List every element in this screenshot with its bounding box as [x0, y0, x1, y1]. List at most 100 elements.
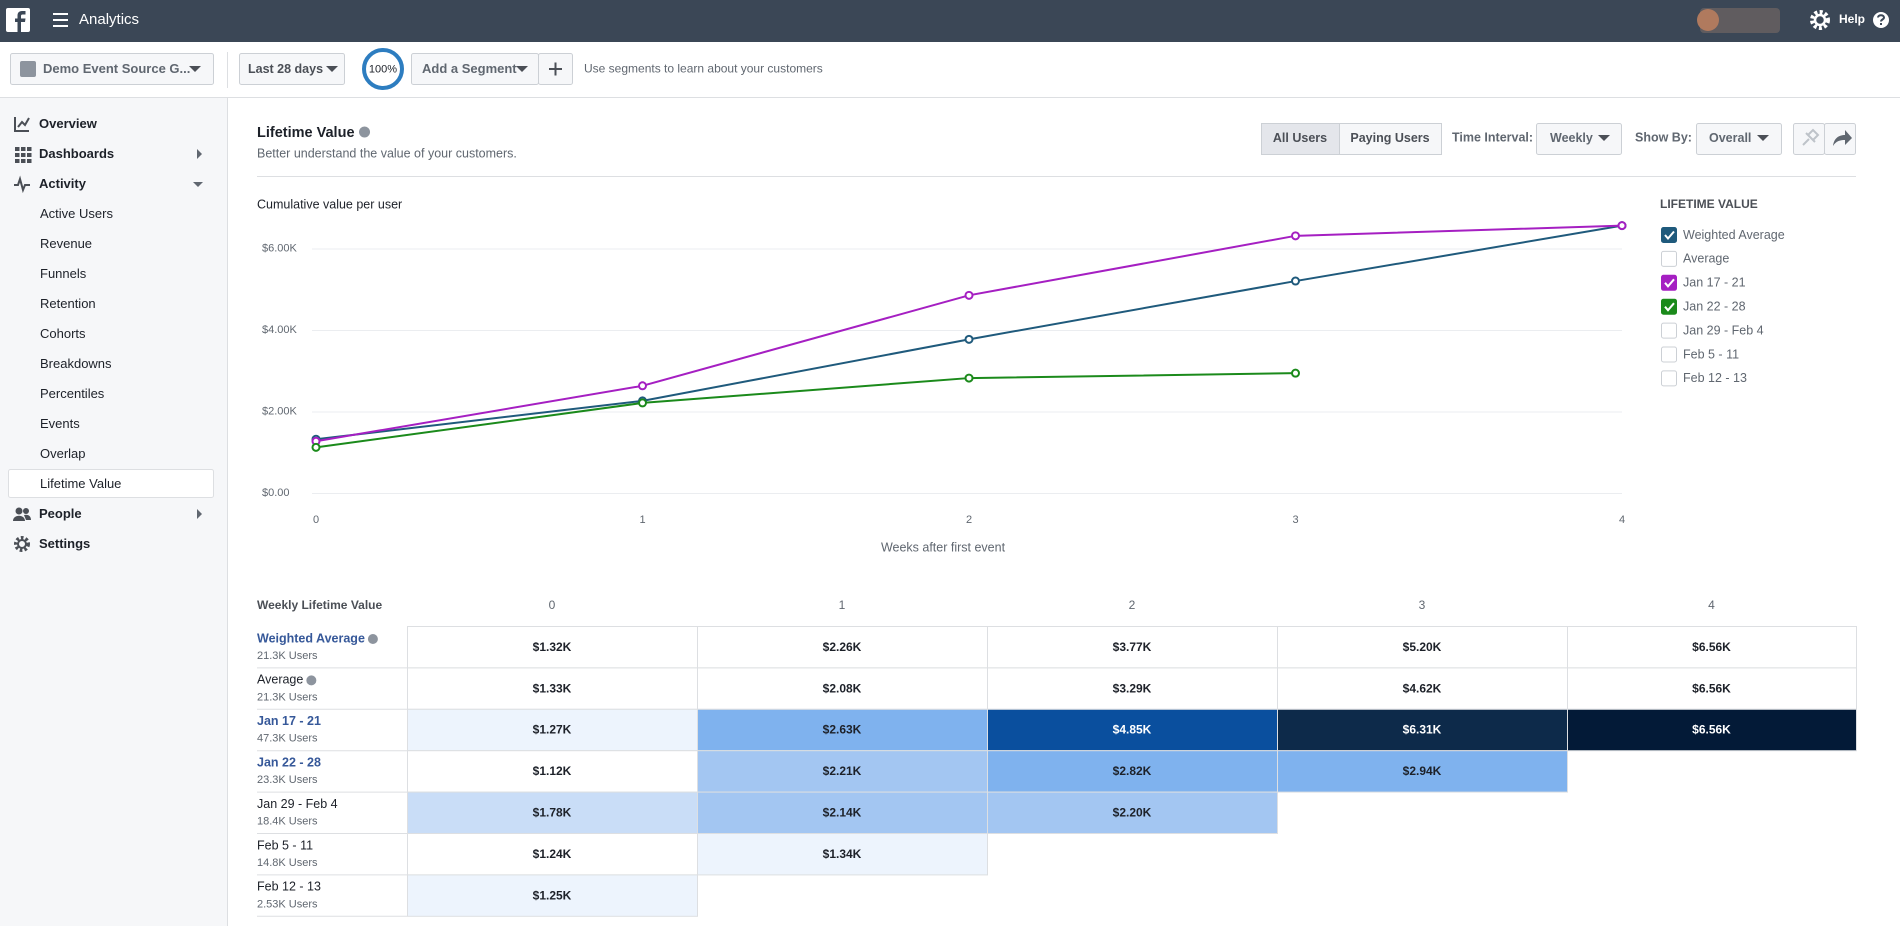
legend-checkbox[interactable] [1661, 346, 1677, 363]
cell-value: $2.26K [823, 640, 862, 654]
menu-item[interactable]: Dashboards [39, 146, 114, 161]
data-point[interactable] [638, 398, 647, 408]
legend-checkbox[interactable] [1661, 370, 1677, 387]
legend-label[interactable]: Jan 29 - Feb 4 [1683, 323, 1764, 337]
column-header: 1 [839, 598, 846, 612]
row-label[interactable]: Jan 29 - Feb 4 [257, 797, 338, 811]
series-line [315, 372, 1296, 449]
data-point[interactable] [1291, 368, 1300, 378]
sidebar [0, 98, 227, 926]
row-label[interactable]: Jan 22 - 28 [257, 755, 321, 769]
submenu-item[interactable]: Overlap [40, 446, 86, 461]
submenu-item[interactable]: Revenue [40, 236, 92, 251]
menu-item[interactable]: Overview [39, 116, 98, 131]
avatar[interactable] [1700, 8, 1780, 33]
legend-label[interactable]: Jan 17 - 21 [1683, 276, 1746, 290]
legend-label[interactable]: Jan 22 - 28 [1683, 299, 1746, 313]
cell-value: $1.27K [533, 723, 572, 737]
submenu-item[interactable]: Percentiles [40, 386, 105, 401]
legend-label[interactable]: Feb 12 - 13 [1683, 371, 1747, 385]
cell-value: $4.85K [1113, 723, 1152, 737]
info-icon[interactable] [306, 675, 317, 686]
legend-checkbox[interactable] [1661, 322, 1677, 339]
icon-shape [13, 514, 31, 521]
x-axis-label: Weeks after first event [881, 540, 1006, 554]
data-point[interactable] [311, 442, 321, 452]
row-users: 21.3K Users [257, 650, 318, 662]
cell-value: $6.56K [1692, 681, 1731, 695]
legend-label[interactable]: Feb 5 - 11 [1683, 347, 1739, 361]
info-icon[interactable] [367, 634, 378, 644]
submenu-item[interactable]: Cohorts [40, 326, 86, 341]
table-cell [987, 667, 1278, 710]
icon-shape [14, 175, 30, 194]
table-cell [407, 626, 698, 669]
table-cell [1567, 626, 1857, 669]
source-dropdown[interactable] [10, 53, 214, 85]
menu-item[interactable]: Settings [39, 536, 90, 551]
row-label[interactable]: Feb 12 - 13 [257, 880, 321, 894]
data-point[interactable] [964, 334, 974, 344]
row-label[interactable]: Average [257, 673, 303, 687]
cell-value: $1.33K [533, 681, 572, 695]
submenu-item[interactable]: Funnels [40, 266, 87, 281]
table-cell [1277, 626, 1568, 669]
caret [326, 66, 338, 72]
help-link[interactable]: Help [1839, 12, 1865, 26]
show-by-dropdown[interactable] [1696, 123, 1782, 155]
filter-button[interactable] [1339, 123, 1442, 155]
settings-icon[interactable] [1810, 10, 1830, 30]
legend-checkbox[interactable] [1661, 274, 1677, 291]
data-point[interactable] [1291, 231, 1300, 241]
data-point[interactable] [1617, 221, 1627, 231]
submenu-item[interactable]: Breakdowns [40, 356, 112, 371]
data-point[interactable] [964, 290, 974, 300]
legend-checkbox[interactable] [1661, 298, 1677, 315]
submenu-item[interactable]: Events [40, 416, 80, 431]
data-point[interactable] [1291, 276, 1300, 286]
line-chart: Cumulative value per user $0.00 $2.00K $4.0… [257, 197, 1627, 554]
row-users: 21.3K Users [257, 691, 318, 703]
submenu-item[interactable]: Retention [40, 296, 96, 311]
time-interval-dropdown[interactable] [1536, 123, 1622, 155]
table-cell [407, 708, 698, 752]
date-range-dropdown[interactable] [239, 53, 345, 85]
row-users: 23.3K Users [257, 774, 318, 786]
legend-checkbox[interactable] [1661, 227, 1677, 243]
cell-value: $1.34K [823, 847, 862, 861]
data-point[interactable] [638, 381, 647, 391]
menu-item[interactable]: Activity [39, 176, 87, 191]
logo-glyph [15, 11, 26, 32]
legend-checkbox[interactable] [1661, 250, 1677, 267]
source-label: Demo Event Source G... [43, 61, 190, 76]
legend-label[interactable]: Weighted Average [1683, 228, 1785, 242]
menu-icon[interactable] [53, 13, 68, 27]
icon-shape [21, 159, 26, 163]
top-bar [0, 0, 1900, 42]
completeness-label: 100% [369, 63, 397, 75]
row-label[interactable]: Jan 17 - 21 [257, 714, 321, 728]
x-tick-label: 2 [966, 514, 972, 526]
y-tick-label: $2.00K [262, 405, 298, 417]
data-point[interactable] [964, 373, 974, 383]
menu-item[interactable]: People [39, 506, 82, 521]
y-tick-label: $0.00 [262, 487, 290, 499]
row-users: 47.3K Users [257, 733, 318, 745]
expand-arrow [197, 149, 202, 159]
pin-icon [1802, 128, 1820, 146]
x-tick-label: 3 [1292, 514, 1298, 526]
icon-shape [15, 147, 20, 151]
menu-icon [14, 117, 30, 132]
legend: LIFETIME VALUE Weighted Average Average Jan… [1660, 197, 1785, 387]
info-icon[interactable] [359, 126, 371, 138]
submenu-item[interactable]: Active Users [40, 206, 113, 221]
table-cell [987, 626, 1278, 669]
submenu-item[interactable]: Lifetime Value [40, 476, 121, 491]
icon-shape [17, 539, 27, 549]
row-label[interactable]: Weighted Average [257, 631, 365, 645]
legend-label[interactable]: Average [1683, 252, 1729, 266]
cell-value: $2.94K [1403, 764, 1442, 778]
row-label[interactable]: Feb 5 - 11 [257, 838, 313, 852]
y-axis-label: Cumulative value per user [257, 197, 402, 211]
